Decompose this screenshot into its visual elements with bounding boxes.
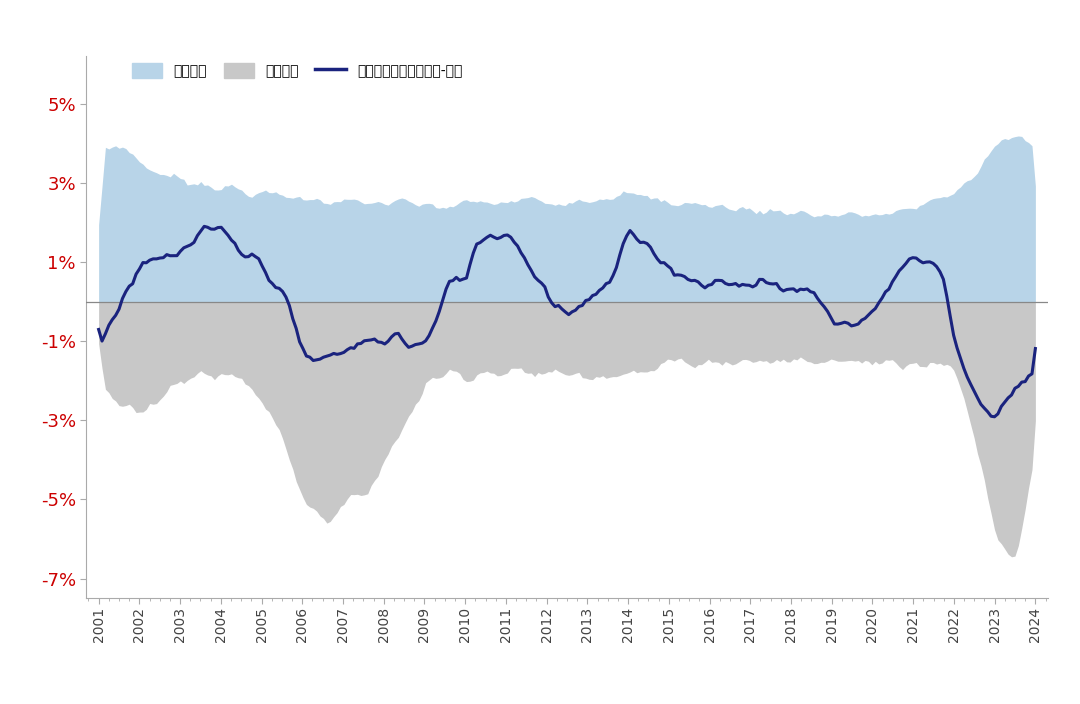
Legend: 利差贡献, 对冲成本, 汇率对冲后利差：美国-日本: 利差贡献, 对冲成本, 汇率对冲后利差：美国-日本 — [132, 63, 462, 78]
